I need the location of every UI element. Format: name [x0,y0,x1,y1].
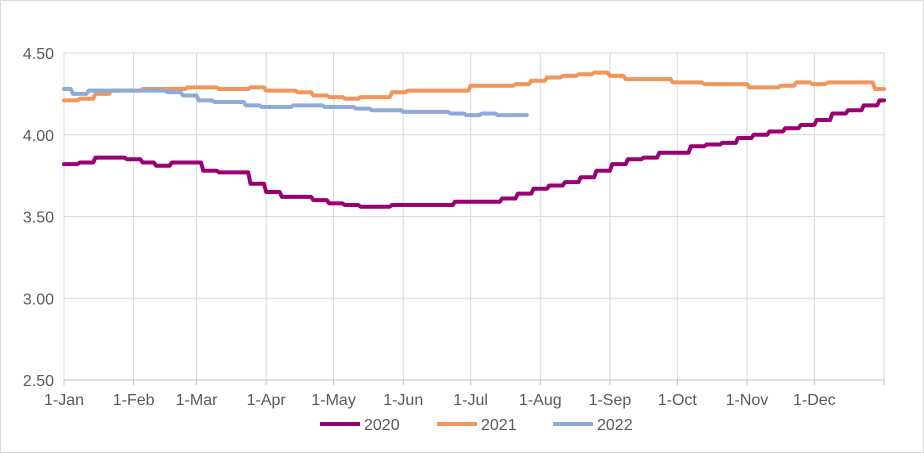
x-tick-label: 1-Aug [519,392,562,409]
series-line-2021 [62,70,886,103]
x-tick-label: 1-May [311,392,355,409]
series-line-2022 [62,86,529,118]
series-lines [62,70,886,209]
x-tick-label: 1-Jul [453,392,488,409]
y-tick-label: 4.00 [23,128,54,145]
x-axis [63,379,885,385]
x-tick-label: 1-Oct [658,392,698,409]
x-tick-label: 1-Jun [383,392,423,409]
x-tick-label: 1-Nov [726,392,769,409]
x-tick-label: 1-Sep [589,392,632,409]
x-tick-label: 1-Apr [247,392,287,409]
legend-label-2022: 2022 [597,417,633,434]
x-tick-label: 1-Mar [176,392,218,409]
y-tick-label: 3.00 [23,291,54,308]
x-tick-label: 1-Jan [44,392,84,409]
y-tick-label: 2.50 [23,373,54,390]
y-tick-label: 4.50 [23,46,54,63]
gridlines [63,52,885,381]
y-axis-tick-labels: 4.50 4.00 3.50 3.00 2.50 [23,46,54,390]
legend: 2020 2021 2022 [320,417,633,434]
series-line-2020 [62,98,886,209]
y-tick-label: 3.50 [23,210,54,227]
x-axis-tick-labels: 1-Jan 1-Feb 1-Mar 1-Apr 1-May 1-Jun 1-Jul 1-Aug… [44,392,836,409]
legend-label-2020: 2020 [364,417,400,434]
x-tick-label: 1-Feb [113,392,155,409]
legend-label-2021: 2021 [481,417,517,434]
x-tick-label: 1-Dec [793,392,836,409]
